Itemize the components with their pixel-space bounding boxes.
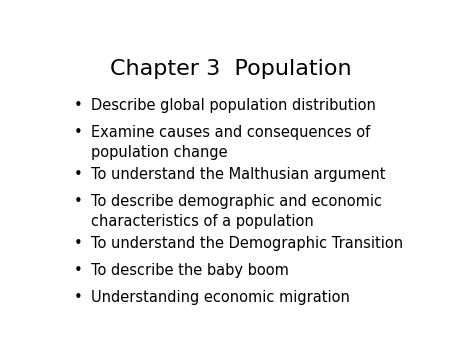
Text: •: • <box>74 194 82 209</box>
Text: •: • <box>74 167 82 182</box>
Text: •: • <box>74 290 82 306</box>
Text: Understanding economic migration: Understanding economic migration <box>91 290 350 306</box>
Text: To understand the Malthusian argument: To understand the Malthusian argument <box>91 167 386 182</box>
Text: population change: population change <box>91 145 228 160</box>
Text: •: • <box>74 236 82 251</box>
Text: •: • <box>74 98 82 113</box>
Text: Examine causes and consequences of: Examine causes and consequences of <box>91 125 370 140</box>
Text: •: • <box>74 125 82 140</box>
Text: •: • <box>74 263 82 278</box>
Text: characteristics of a population: characteristics of a population <box>91 214 314 229</box>
Text: To describe the baby boom: To describe the baby boom <box>91 263 289 278</box>
Text: To understand the Demographic Transition: To understand the Demographic Transition <box>91 236 403 251</box>
Text: Describe global population distribution: Describe global population distribution <box>91 98 376 113</box>
Text: To describe demographic and economic: To describe demographic and economic <box>91 194 382 209</box>
Text: Chapter 3  Population: Chapter 3 Population <box>110 59 351 79</box>
